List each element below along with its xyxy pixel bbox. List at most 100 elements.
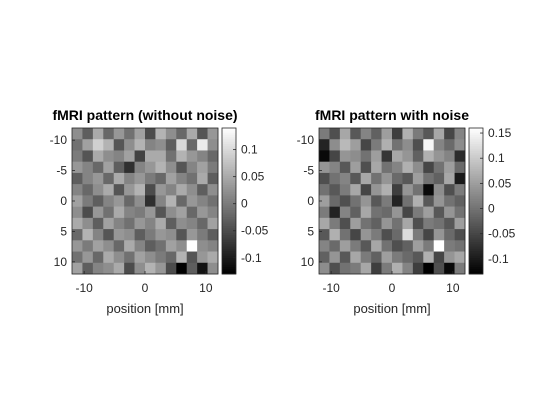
heatmap-cell (371, 150, 382, 162)
colorbar-segment (222, 235, 236, 238)
heatmap-cell (124, 161, 135, 174)
colorbar-segment (222, 141, 236, 145)
colorbar-segment (469, 262, 483, 266)
colorbar-segment (469, 269, 483, 273)
colorbar-segment (469, 178, 483, 181)
heatmap-cell (134, 184, 146, 196)
heatmap-cell (454, 139, 466, 151)
heatmap-cell (329, 172, 341, 185)
colorbar-segment (469, 237, 483, 241)
heatmap-cell (207, 217, 219, 230)
heatmap-cell (392, 184, 403, 196)
heatmap-cell (103, 184, 115, 196)
heatmap-cell (103, 206, 115, 219)
heatmap-cell (371, 172, 382, 185)
heatmap-cell (145, 262, 156, 275)
heatmap-cell (360, 150, 372, 162)
heatmap-cell (186, 240, 198, 252)
heatmap-cell (165, 161, 177, 174)
heatmap-cell (444, 128, 455, 140)
heatmap-cell (454, 240, 466, 252)
heatmap-cell (339, 195, 351, 207)
heatmap-cell (319, 262, 330, 275)
heatmap-cell (145, 172, 156, 185)
colorbar-segment (469, 251, 483, 254)
heatmap-cell (103, 251, 115, 264)
colorbar-segment (469, 141, 483, 145)
colorbar-tick-label: 0 (241, 197, 248, 211)
colorbar-segment (222, 230, 236, 234)
colorbar-segment (469, 159, 483, 163)
colorbar-segment (469, 198, 483, 202)
colorbar-segment (222, 255, 236, 259)
heatmap-cell (197, 150, 208, 162)
heatmap-cell (176, 251, 188, 264)
colorbar-segment (469, 207, 483, 211)
colorbar-segment (469, 201, 483, 204)
heatmap-cell (402, 150, 414, 162)
heatmap-cell (454, 251, 466, 264)
heatmap-cell (103, 240, 115, 252)
heatmap-cell (423, 217, 435, 230)
heatmap-cell (165, 150, 177, 162)
colorbar-segment (469, 187, 483, 190)
heatmap-cell (350, 139, 362, 151)
heatmap-cell (360, 251, 372, 264)
heatmap-cell (176, 229, 188, 241)
colorbar-segment (222, 185, 236, 188)
heatmap-cell (92, 240, 104, 252)
colorbar-segment (222, 166, 236, 170)
heatmap-cell (134, 206, 146, 219)
heatmap-cell (454, 195, 466, 207)
heatmap-cell (339, 217, 351, 230)
heatmap-cell (113, 240, 125, 252)
heatmap-cell (197, 172, 208, 185)
colorbar-segment (469, 264, 483, 268)
heatmap-cell (360, 240, 372, 252)
colorbar-segment (469, 180, 483, 184)
colorbar-segment (222, 267, 236, 270)
colorbar-tick-label: -0.05 (488, 227, 516, 241)
heatmap-cell (145, 128, 156, 140)
heatmap-cell (186, 184, 198, 196)
heatmap-cell (72, 184, 83, 196)
colorbar-segment (222, 248, 236, 252)
colorbar-segment (222, 203, 236, 206)
heatmap-cell (423, 251, 435, 264)
heatmap-cell (92, 172, 104, 185)
colorbar-segment (222, 246, 236, 250)
heatmap-cell (165, 184, 177, 196)
colorbar-segment (222, 221, 236, 225)
heatmap-cell (207, 229, 219, 241)
heatmap-cell (371, 251, 382, 264)
right-heatmap-panel: fMRI pattern with noise -10 0 10 -10 -5 0 5 10… (297, 107, 516, 316)
heatmap-cell (103, 229, 115, 241)
colorbar-segment (222, 194, 236, 197)
colorbar-segment (469, 210, 483, 213)
colorbar-segment (469, 169, 483, 172)
colorbar-segment (469, 228, 483, 232)
heatmap-cell (423, 262, 435, 275)
colorbar-segment (469, 155, 483, 159)
y-tick-label: 10 (54, 255, 68, 269)
heatmap-cell (134, 229, 146, 241)
heatmap-cell (339, 184, 351, 196)
colorbar-segment (469, 223, 483, 227)
heatmap-cell (423, 240, 435, 252)
heatmap-cell (176, 240, 188, 252)
heatmap-cell (444, 150, 455, 162)
heatmap-cell (329, 195, 341, 207)
colorbar-segment (469, 132, 483, 136)
heatmap-cell (402, 206, 414, 219)
heatmap-cell (350, 217, 362, 230)
colorbar-segment (222, 198, 236, 202)
heatmap-cell (113, 195, 125, 207)
heatmap-cell (381, 195, 393, 207)
heatmap-cell (197, 262, 208, 275)
heatmap-cell (82, 251, 94, 264)
colorbar-segment (222, 162, 236, 165)
colorbar-segment (469, 253, 483, 257)
colorbar-segment (469, 162, 483, 165)
heatmap-cell (155, 206, 167, 219)
heatmap-cell (371, 195, 382, 207)
